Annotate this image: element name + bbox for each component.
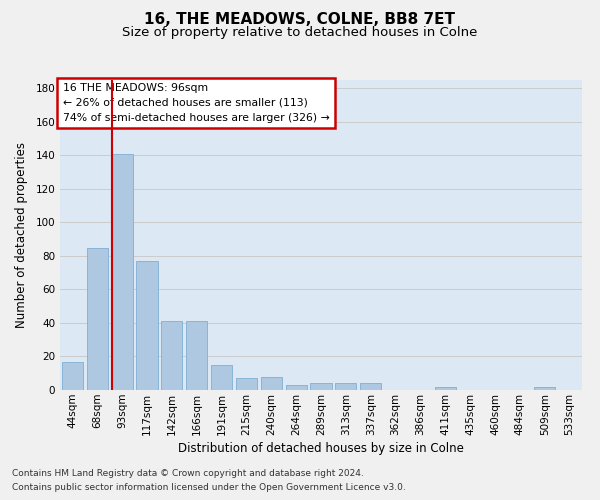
X-axis label: Distribution of detached houses by size in Colne: Distribution of detached houses by size … bbox=[178, 442, 464, 455]
Bar bbox=[112, 154, 133, 390]
Bar bbox=[286, 385, 307, 390]
Text: Contains public sector information licensed under the Open Government Licence v3: Contains public sector information licen… bbox=[12, 484, 406, 492]
Text: 16 THE MEADOWS: 96sqm
← 26% of detached houses are smaller (113)
74% of semi-det: 16 THE MEADOWS: 96sqm ← 26% of detached … bbox=[62, 83, 329, 122]
Text: 16, THE MEADOWS, COLNE, BB8 7ET: 16, THE MEADOWS, COLNE, BB8 7ET bbox=[145, 12, 455, 28]
Text: Size of property relative to detached houses in Colne: Size of property relative to detached ho… bbox=[122, 26, 478, 39]
Bar bbox=[236, 378, 257, 390]
Bar bbox=[360, 384, 381, 390]
Bar bbox=[87, 248, 108, 390]
Bar bbox=[211, 365, 232, 390]
Bar bbox=[310, 384, 332, 390]
Y-axis label: Number of detached properties: Number of detached properties bbox=[16, 142, 28, 328]
Bar bbox=[62, 362, 83, 390]
Text: Contains HM Land Registry data © Crown copyright and database right 2024.: Contains HM Land Registry data © Crown c… bbox=[12, 468, 364, 477]
Bar bbox=[161, 322, 182, 390]
Bar bbox=[335, 384, 356, 390]
Bar bbox=[435, 386, 456, 390]
Bar bbox=[136, 261, 158, 390]
Bar bbox=[534, 386, 555, 390]
Bar bbox=[261, 376, 282, 390]
Bar bbox=[186, 322, 207, 390]
